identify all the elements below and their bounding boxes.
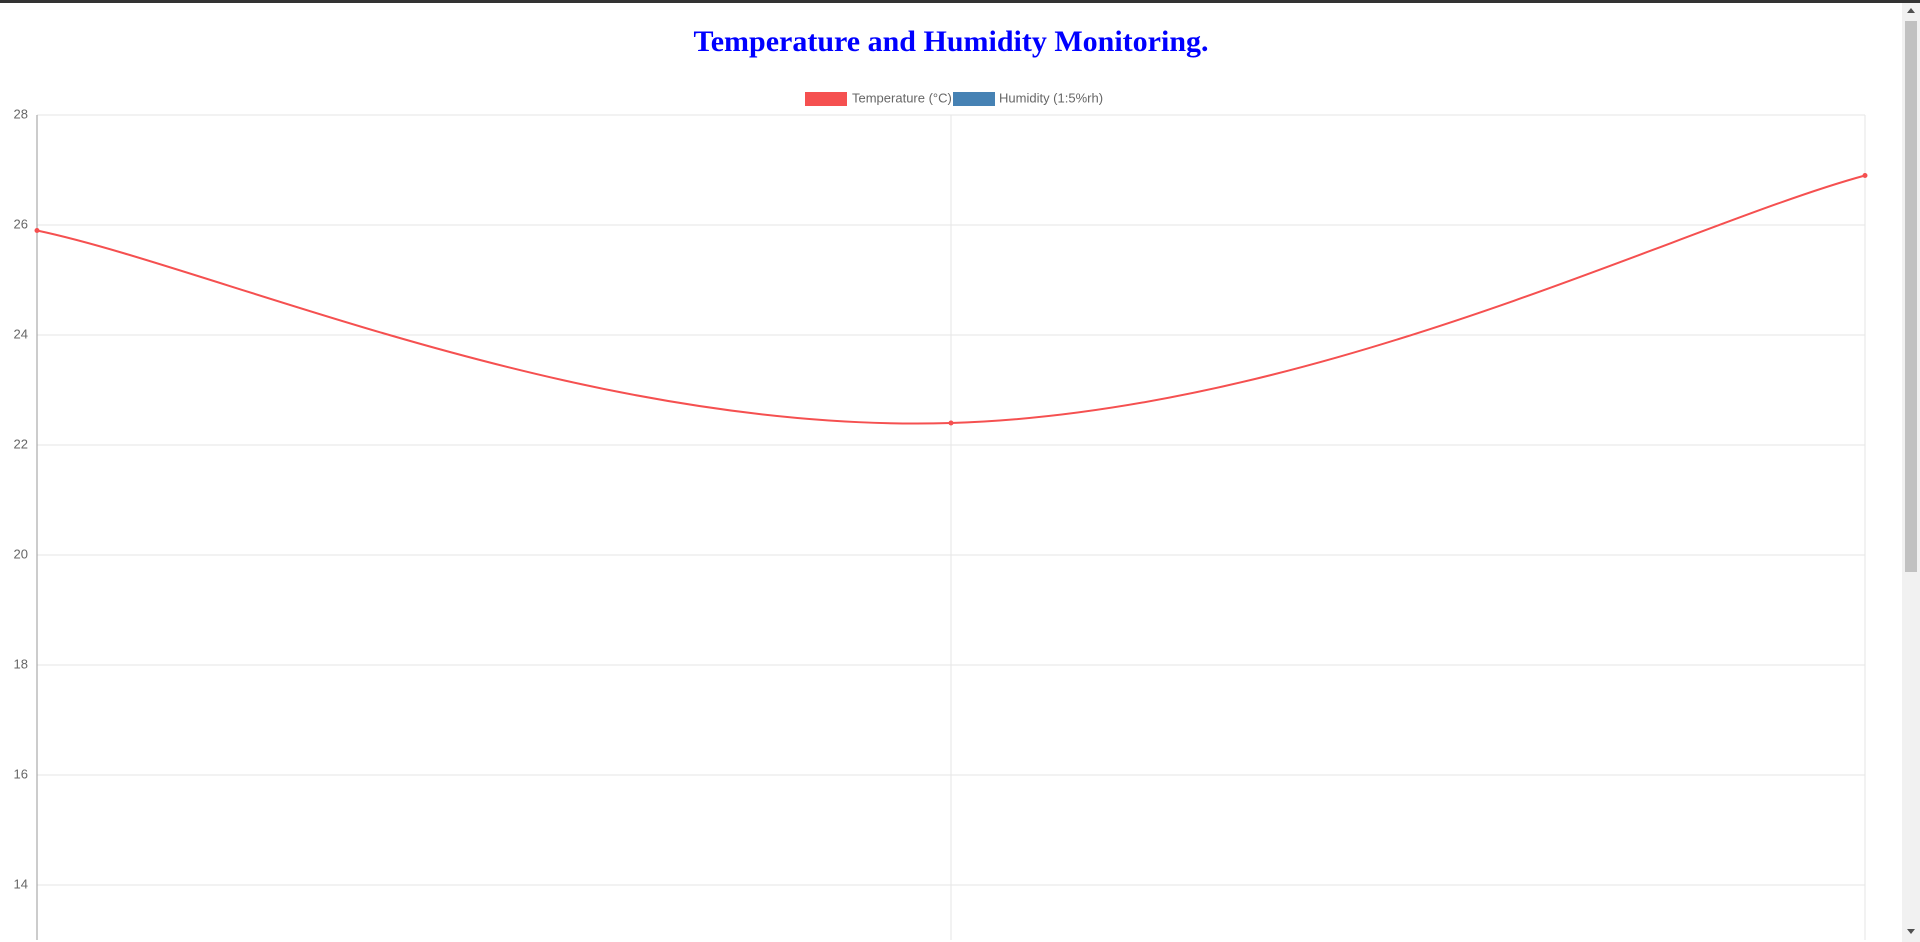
data-point [34,228,40,233]
chart-title: Temperature and Humidity Monitoring. [693,25,1208,58]
y-tick-label: 20 [14,546,28,561]
data-point [948,420,954,426]
top-border [0,0,1920,3]
scroll-up-arrow[interactable] [1907,8,1915,13]
legend-label: Temperature (°C) [852,90,952,105]
legend-swatch [805,92,847,106]
scroll-down-arrow[interactable] [1907,929,1915,934]
data-point [1862,173,1868,178]
y-tick-label: 24 [14,326,28,341]
y-tick-label: 22 [14,436,28,451]
y-tick-label: 26 [14,216,28,231]
legend-swatch [953,92,995,106]
y-tick-label: 14 [14,876,28,891]
scrollbar-thumb[interactable] [1905,21,1917,572]
y-tick-label: 16 [14,766,28,781]
y-tick-label: 18 [14,656,28,671]
y-tick-label: 28 [14,106,28,121]
legend-label: Humidity (1:5%rh) [999,90,1103,105]
